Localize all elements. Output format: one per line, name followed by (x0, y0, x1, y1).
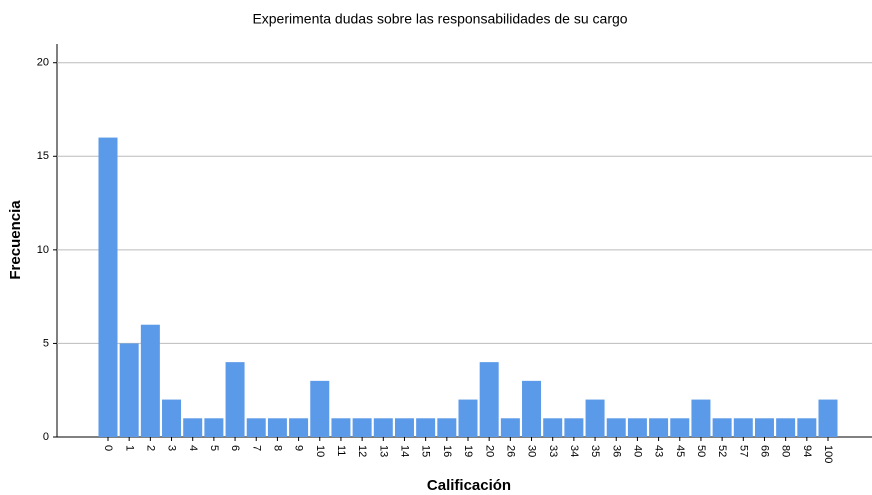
x-tick-label: 13 (377, 445, 389, 457)
x-tick-label: 52 (716, 445, 728, 457)
x-tick-label: 43 (653, 445, 665, 457)
x-tick-label: 57 (737, 445, 749, 457)
x-tick-label: 12 (356, 445, 368, 457)
bar (776, 418, 796, 437)
bar (183, 418, 203, 437)
bar (267, 418, 287, 437)
x-tick-label: 66 (759, 445, 771, 457)
y-tick-label: 0 (43, 431, 49, 443)
bar (437, 418, 457, 437)
chart-title: Experimenta dudas sobre las responsabili… (252, 11, 627, 27)
x-tick-label: 45 (674, 445, 686, 457)
bar (818, 399, 838, 437)
x-axis-title: Calificación (427, 477, 511, 494)
bar (310, 380, 330, 437)
bar (119, 343, 139, 437)
x-tick-label: 14 (399, 445, 411, 457)
x-tick-label: 33 (547, 445, 559, 457)
x-tick-label: 3 (166, 445, 178, 451)
bar (585, 399, 605, 437)
bar (140, 324, 160, 437)
bar (543, 418, 563, 437)
bar (606, 418, 626, 437)
x-tick-label: 11 (335, 445, 347, 456)
y-tick-label: 15 (37, 150, 49, 162)
x-tick-label: 4 (187, 445, 199, 451)
bar (754, 418, 774, 437)
bar (352, 418, 372, 437)
x-tick-label: 30 (526, 445, 538, 457)
x-tick-label: 40 (632, 445, 644, 457)
x-tick-label: 2 (144, 445, 156, 451)
x-tick-label: 19 (462, 445, 474, 457)
bar (162, 399, 182, 437)
x-tick-label: 20 (483, 445, 495, 457)
y-tick-label: 10 (37, 244, 49, 256)
x-tick-label: 6 (229, 445, 241, 451)
bar (225, 362, 245, 437)
bar (246, 418, 266, 437)
bar (204, 418, 224, 437)
bar (627, 418, 647, 437)
x-tick-label: 15 (420, 445, 432, 457)
bar (458, 399, 478, 437)
bar (564, 418, 584, 437)
bar (522, 380, 542, 437)
x-tick-label: 100 (822, 445, 834, 463)
bar (691, 399, 711, 437)
x-tick-label: 0 (102, 445, 114, 451)
x-tick-label: 35 (589, 445, 601, 457)
x-tick-label: 10 (314, 445, 326, 457)
bar (649, 418, 669, 437)
bar (416, 418, 436, 437)
bar (479, 362, 499, 437)
bar (712, 418, 732, 437)
x-tick-label: 7 (250, 445, 262, 451)
x-tick-label: 94 (801, 445, 813, 457)
bar (98, 137, 118, 438)
bar (670, 418, 690, 437)
x-tick-label: 34 (568, 445, 580, 457)
bar (394, 418, 414, 437)
bar (331, 418, 351, 437)
bar (733, 418, 753, 437)
x-tick-label: 8 (272, 445, 284, 451)
bar (289, 418, 309, 437)
y-tick-label: 20 (37, 57, 49, 69)
y-axis-title: Frecuencia (7, 200, 24, 280)
x-tick-label: 26 (504, 445, 516, 457)
x-tick-label: 36 (610, 445, 622, 457)
x-tick-label: 1 (123, 445, 135, 451)
x-tick-label: 16 (441, 445, 453, 457)
x-tick-label: 5 (208, 445, 220, 451)
x-tick-label: 80 (780, 445, 792, 457)
bar (797, 418, 817, 437)
bar (500, 418, 520, 437)
bar (373, 418, 393, 437)
x-tick-label: 9 (293, 445, 305, 451)
y-tick-label: 5 (43, 337, 49, 349)
x-tick-label: 50 (695, 445, 707, 457)
